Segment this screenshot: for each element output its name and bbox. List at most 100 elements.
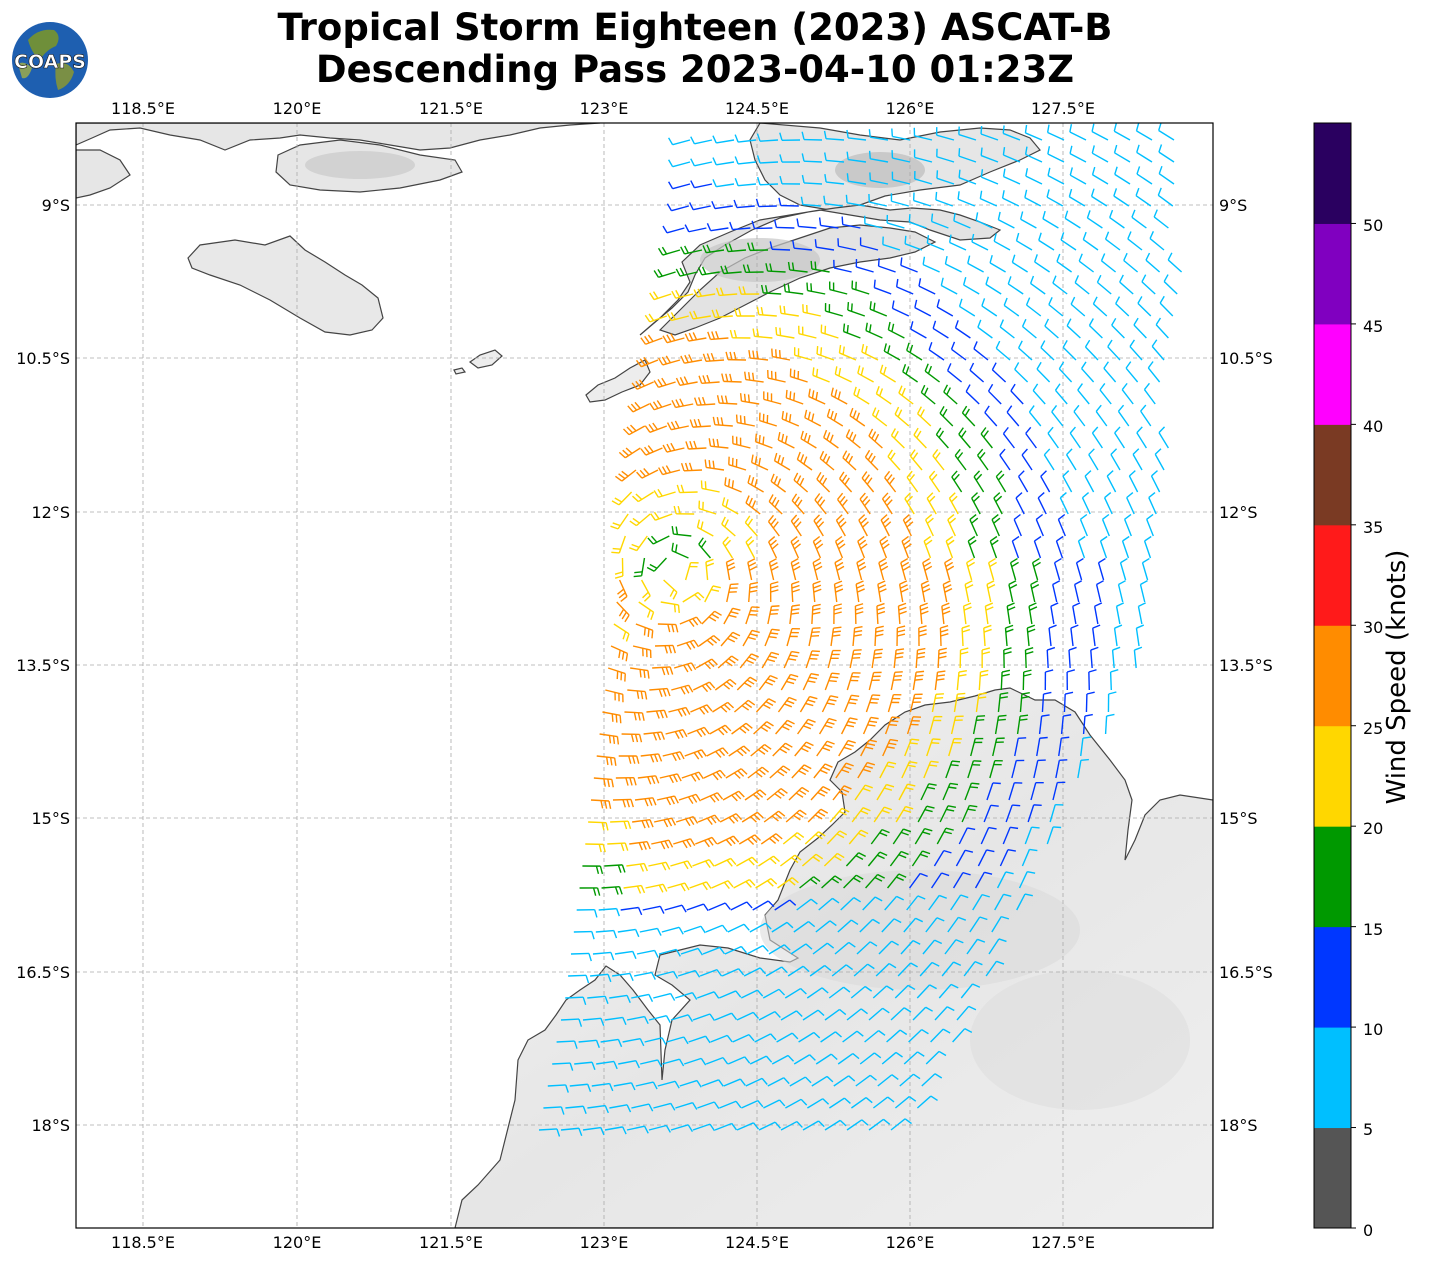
wind-barb bbox=[769, 765, 791, 779]
wind-barb bbox=[824, 174, 845, 185]
barb-feather bbox=[732, 815, 739, 822]
barb-shaft bbox=[914, 307, 932, 317]
barb-feather bbox=[958, 148, 961, 157]
barb-feather bbox=[912, 940, 921, 945]
barb-shaft bbox=[1038, 239, 1055, 251]
barb-feather bbox=[854, 626, 863, 629]
wind-barb bbox=[614, 557, 624, 579]
wind-barb bbox=[857, 761, 876, 779]
barb-shaft bbox=[940, 284, 958, 295]
barb-shaft bbox=[967, 540, 976, 559]
wind-barb bbox=[775, 719, 795, 735]
barb-shaft bbox=[928, 716, 935, 735]
barb-shaft bbox=[774, 460, 791, 471]
barb-feather bbox=[749, 676, 758, 682]
barb-feather bbox=[670, 796, 675, 805]
wind-barb bbox=[618, 755, 640, 764]
wind-barb bbox=[891, 171, 911, 185]
barb-shaft bbox=[790, 541, 800, 559]
barb-feather bbox=[770, 878, 778, 885]
wind-barb bbox=[662, 442, 685, 453]
barb-feather bbox=[1086, 210, 1091, 219]
wind-barb bbox=[815, 1053, 838, 1065]
barb-feather bbox=[713, 1101, 720, 1109]
barb-feather bbox=[926, 805, 935, 809]
barb-feather bbox=[657, 268, 663, 277]
barb-shaft bbox=[1085, 346, 1099, 361]
wind-barb bbox=[725, 768, 748, 779]
barb-shaft bbox=[1004, 628, 1008, 647]
barb-feather bbox=[991, 362, 997, 371]
barb-feather bbox=[725, 373, 729, 382]
barb-feather bbox=[611, 779, 614, 788]
barb-feather bbox=[839, 521, 847, 528]
barb-feather bbox=[1094, 602, 1103, 607]
barb-shaft bbox=[960, 983, 974, 999]
barb-shaft bbox=[593, 777, 612, 781]
wind-barb bbox=[936, 299, 954, 317]
barb-feather bbox=[938, 651, 947, 655]
barb-shaft bbox=[697, 293, 716, 298]
wind-barb bbox=[1081, 492, 1091, 515]
barb-feather bbox=[1113, 188, 1118, 197]
barb-shaft bbox=[964, 782, 973, 801]
barb-shaft bbox=[980, 827, 990, 845]
barb-shaft bbox=[598, 907, 617, 911]
wind-barb bbox=[886, 214, 905, 229]
barb-feather bbox=[824, 724, 833, 729]
barb-feather bbox=[915, 917, 924, 923]
wind-barb bbox=[1021, 318, 1037, 339]
barb-shaft bbox=[1017, 476, 1029, 493]
barb-shaft bbox=[1095, 584, 1102, 603]
barb-shaft bbox=[828, 986, 845, 999]
barb-shaft bbox=[1002, 827, 1011, 845]
barb-feather bbox=[670, 442, 676, 451]
wind-barb bbox=[793, 472, 809, 493]
barb-feather bbox=[886, 985, 894, 991]
wind-barb bbox=[1030, 580, 1040, 603]
wind-barb bbox=[708, 902, 731, 911]
barb-feather bbox=[791, 650, 800, 654]
barb-feather bbox=[878, 1030, 886, 1036]
wind-barb bbox=[961, 405, 976, 427]
wind-barb bbox=[626, 1125, 649, 1134]
barb-shaft bbox=[824, 672, 833, 691]
barb-feather bbox=[812, 580, 821, 585]
barb-feather bbox=[1048, 624, 1057, 629]
wind-barb bbox=[749, 1055, 773, 1065]
barb-shaft bbox=[852, 628, 856, 647]
barb-feather bbox=[996, 960, 1005, 965]
barb-feather bbox=[771, 651, 780, 656]
barb-shaft bbox=[848, 158, 867, 163]
wind-barb bbox=[767, 1077, 790, 1087]
wind-barb bbox=[777, 696, 797, 713]
barb-feather bbox=[633, 575, 642, 578]
barb-feather bbox=[644, 446, 651, 454]
wind-barb bbox=[747, 558, 757, 581]
barb-feather bbox=[700, 1057, 707, 1066]
barb-shaft bbox=[913, 434, 927, 449]
wind-barb bbox=[771, 1054, 795, 1065]
barb-shaft bbox=[790, 520, 802, 537]
barb-shaft bbox=[636, 381, 654, 390]
barb-shaft bbox=[873, 806, 885, 823]
barb-feather bbox=[849, 407, 854, 416]
barb-feather bbox=[865, 746, 874, 750]
barb-feather bbox=[997, 473, 1005, 481]
barb-feather bbox=[979, 451, 986, 460]
barb-shaft bbox=[640, 753, 659, 757]
wind-barb bbox=[1042, 210, 1059, 229]
barb-shaft bbox=[801, 853, 817, 867]
barb-feather bbox=[898, 606, 907, 611]
wind-barb bbox=[932, 449, 945, 471]
barb-feather bbox=[600, 1018, 605, 1027]
wind-barb bbox=[1021, 448, 1033, 471]
barb-feather bbox=[693, 752, 700, 760]
barb-feather bbox=[1027, 871, 1036, 874]
wind-barb bbox=[964, 782, 980, 801]
wind-barb bbox=[598, 907, 620, 917]
barb-feather bbox=[837, 517, 845, 525]
barb-shaft bbox=[1099, 389, 1112, 405]
barb-shaft bbox=[635, 1081, 654, 1087]
barb-feather bbox=[734, 134, 739, 143]
